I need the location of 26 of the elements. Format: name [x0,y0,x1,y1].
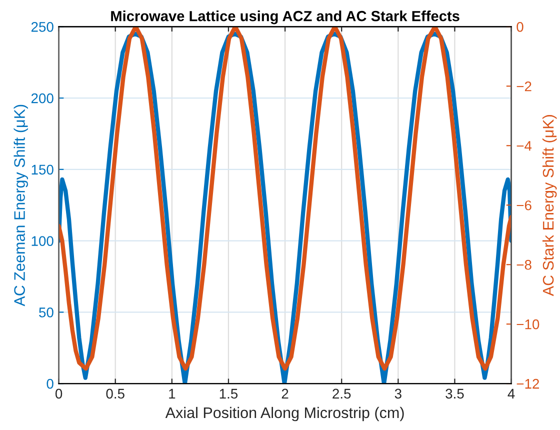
y2-tick-label: −12 [516,378,540,389]
y2-tick-label: 0 [516,22,524,32]
chart-title: Microwave Lattice using ACZ and AC Stark Effects [111,10,460,24]
x-tick-label: 2 [282,388,288,398]
y2-tick-label: −8 [516,260,532,270]
x-tick-label: 3.5 [446,388,464,399]
y-tick-label: 100 [32,236,54,246]
x-tick-label: 0.5 [106,388,124,399]
y2-tick-label: −10 [516,319,540,330]
y2-tick-label: −6 [516,200,532,210]
x-tick-label: 0 [55,388,62,399]
x-tick-label: 1.5 [220,388,238,399]
x-tick-label: 3 [394,388,402,399]
x-axis-title: Axial Position Along Microstrip (cm) [165,406,404,422]
y-tick-label: 250 [31,22,54,32]
y2-axis-title: AC Stark Energy Shift (μK) [542,115,557,296]
x-tick-label: 4 [508,388,515,398]
y-tick-label: 0 [46,378,54,389]
y-axis-title: AC Zeeman Energy Shift (μK) [14,104,28,306]
x-tick-label: 1 [169,388,176,398]
y2-tick-label: −2 [516,81,532,92]
x-tick-label: 2.5 [332,388,351,399]
y-tick-label: 200 [31,93,54,104]
y-tick-label: 150 [32,164,54,175]
y-tick-label: 50 [39,308,54,318]
y2-tick-label: −4 [516,141,532,151]
